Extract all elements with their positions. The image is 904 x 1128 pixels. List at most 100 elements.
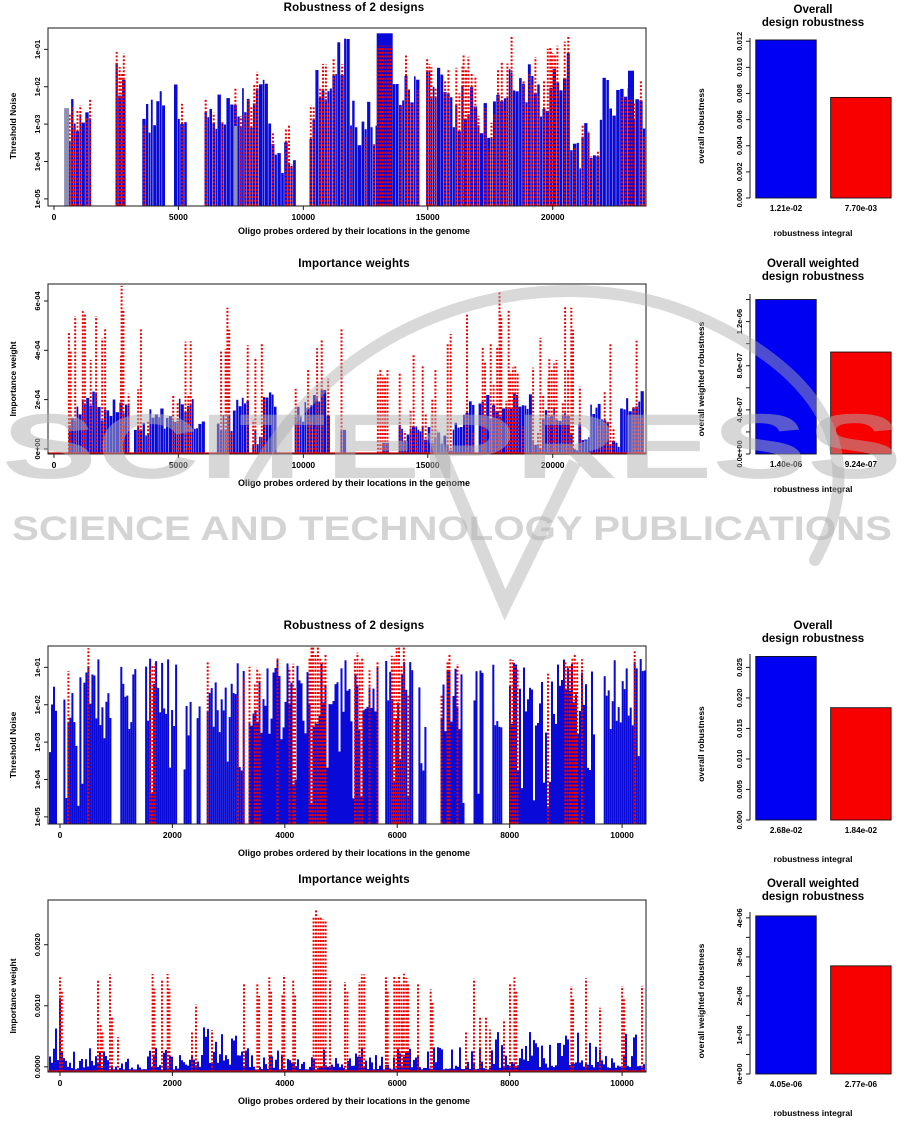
genome-plot-fig1-weights: Importance weights Importance weight 0e+… (6, 258, 662, 500)
svg-text:2.68e-02: 2.68e-02 (770, 826, 803, 835)
svg-text:9.24e-07: 9.24e-07 (845, 460, 878, 469)
svg-text:2000: 2000 (163, 830, 182, 840)
svg-text:8000: 8000 (500, 1078, 519, 1088)
svg-text:1.84e-02: 1.84e-02 (845, 826, 878, 835)
svg-text:0.010: 0.010 (735, 750, 744, 769)
svg-text:3e-06: 3e-06 (735, 947, 744, 966)
svg-text:20000: 20000 (541, 212, 565, 222)
bar-chart-fig2-weighted: Overall weighted design robustness overa… (694, 876, 902, 1126)
x-axis-label: Oligo probes ordered by their locations … (237, 478, 471, 488)
svg-text:0: 0 (52, 212, 57, 222)
svg-text:1e-02: 1e-02 (33, 695, 42, 714)
plot-title: Importance weights (298, 258, 410, 270)
bar-chart-fig1-robustness: Overall design robustness overall robust… (694, 2, 902, 250)
x-axis-label: robustness integral (773, 854, 853, 864)
chart-title-line2: design robustness (761, 17, 865, 29)
genome-plot-fig2-weights: Importance weights Importance weight 0.0… (6, 874, 662, 1118)
bar-chart-canvas: 0e+00 1e-06 2e-06 3e-06 4e-06 4.05e-06 2.77e-0… (735, 908, 892, 1089)
svg-text:2000: 2000 (163, 1078, 182, 1088)
svg-text:0.0020: 0.0020 (33, 933, 42, 956)
svg-text:0.004: 0.004 (735, 136, 744, 156)
svg-text:4e-06: 4e-06 (735, 908, 744, 927)
svg-text:1.21e-02: 1.21e-02 (770, 204, 803, 213)
svg-text:0.000: 0.000 (735, 189, 744, 208)
svg-text:0.015: 0.015 (735, 719, 744, 738)
svg-text:1e-01: 1e-01 (33, 40, 42, 59)
svg-text:1e-01: 1e-01 (33, 658, 42, 677)
svg-text:2.77e-06: 2.77e-06 (845, 1080, 878, 1089)
svg-text:8000: 8000 (500, 830, 519, 840)
genome-plot-fig1-robustness: Robustness of 2 designs Threshold Noise … (6, 2, 662, 250)
y-axis-label: overall weighted robustness (696, 943, 706, 1059)
chart-title-line2: design robustness (761, 271, 865, 283)
svg-text:1e-03: 1e-03 (33, 733, 42, 752)
svg-text:8.0e-07: 8.0e-07 (735, 353, 744, 378)
svg-text:0: 0 (58, 830, 63, 840)
svg-text:0.000: 0.000 (735, 811, 744, 830)
svg-text:0.025: 0.025 (735, 658, 744, 677)
chart-title-line2: design robustness (761, 633, 865, 645)
svg-text:1e-04: 1e-04 (33, 769, 42, 789)
chart-title-line1: Overall weighted (766, 258, 860, 270)
svg-text:0.020: 0.020 (735, 689, 744, 708)
svg-text:0: 0 (58, 1078, 63, 1088)
chart-title-line1: Overall weighted (766, 878, 860, 890)
svg-text:0.010: 0.010 (735, 58, 744, 77)
y-axis-label: overall robustness (696, 706, 706, 782)
svg-text:0e+00: 0e+00 (735, 1063, 744, 1084)
svg-text:2e-04: 2e-04 (33, 389, 42, 409)
bar-chart-fig1-weighted: Overall weighted design robustness overa… (694, 256, 902, 502)
svg-text:0.002: 0.002 (735, 162, 744, 181)
svg-text:20000: 20000 (541, 460, 565, 470)
svg-text:0.008: 0.008 (735, 84, 744, 103)
svg-text:0.0e+00: 0.0e+00 (735, 440, 744, 467)
svg-text:0.006: 0.006 (735, 110, 744, 129)
svg-text:10000: 10000 (610, 1078, 634, 1088)
svg-text:1e-02: 1e-02 (33, 77, 42, 96)
svg-text:1e-05: 1e-05 (33, 189, 42, 208)
svg-text:1.40e-06: 1.40e-06 (770, 460, 803, 469)
svg-text:15000: 15000 (416, 212, 440, 222)
svg-text:1e-03: 1e-03 (33, 115, 42, 134)
plot-title: Robustness of 2 designs (283, 2, 425, 14)
plot-title: Importance weights (298, 874, 410, 886)
svg-text:4.05e-06: 4.05e-06 (770, 1080, 803, 1089)
genome-plot-fig2-robustness: Robustness of 2 designs Threshold Noise … (6, 620, 662, 870)
bar-chart-canvas: 0.0e+00 4.0e-07 8.0e-07 1.2e-06 1.40e-06 9.24… (735, 294, 892, 469)
watermark-line-text: SCIENCE AND TECHNOLOGY PUBLICATIONS (12, 510, 892, 548)
svg-text:7.70e-03: 7.70e-03 (845, 204, 878, 213)
svg-text:15000: 15000 (416, 460, 440, 470)
svg-text:0.012: 0.012 (735, 32, 744, 51)
svg-text:4e-04: 4e-04 (33, 340, 42, 360)
bar-chart-canvas: 0.000 0.002 0.004 0.006 0.008 0.010 0.012 1.21e… (735, 32, 892, 213)
svg-text:1.2e-06: 1.2e-06 (735, 309, 744, 334)
svg-text:6000: 6000 (388, 1078, 407, 1088)
genome-plot-canvas: 1e-05 1e-04 1e-03 1e-02 1e-01 0 2000 4000 6000 80… (33, 645, 647, 840)
svg-text:5000: 5000 (169, 212, 188, 222)
chart-title-line1: Overall (793, 620, 833, 632)
chart-title-line2: design robustness (761, 891, 865, 903)
y-axis-label: overall robustness (696, 88, 706, 164)
svg-text:1e-04: 1e-04 (33, 151, 42, 171)
x-axis-label: Oligo probes ordered by their locations … (237, 1096, 471, 1106)
svg-text:10000: 10000 (292, 460, 316, 470)
svg-text:5000: 5000 (169, 460, 188, 470)
genome-plot-canvas: 0.0000 0.0010 0.0020 0 2000 4000 6000 8000 10000 (33, 899, 647, 1088)
x-axis-label: Oligo probes ordered by their locations … (237, 848, 471, 858)
x-axis-label: robustness integral (773, 1108, 853, 1118)
x-axis-label: robustness integral (773, 484, 853, 494)
svg-text:0e+00: 0e+00 (33, 438, 42, 459)
genome-plot-canvas: 0e+00 2e-04 4e-04 6e-04 0 5000 10000 15000 20000 (33, 283, 647, 470)
svg-text:4.0e-07: 4.0e-07 (735, 397, 744, 422)
svg-text:0.005: 0.005 (735, 780, 744, 799)
svg-text:0.0000: 0.0000 (33, 1055, 42, 1078)
chart-title-line1: Overall (793, 4, 833, 16)
svg-text:6e-04: 6e-04 (33, 291, 42, 311)
svg-text:1e-06: 1e-06 (735, 1025, 744, 1044)
bar-chart-fig2-robustness: Overall design robustness overall robust… (694, 618, 902, 870)
svg-text:10000: 10000 (610, 830, 634, 840)
plot-title: Robustness of 2 designs (283, 620, 425, 632)
y-axis-label: overall weighted robustness (696, 321, 706, 437)
svg-text:4000: 4000 (275, 830, 294, 840)
